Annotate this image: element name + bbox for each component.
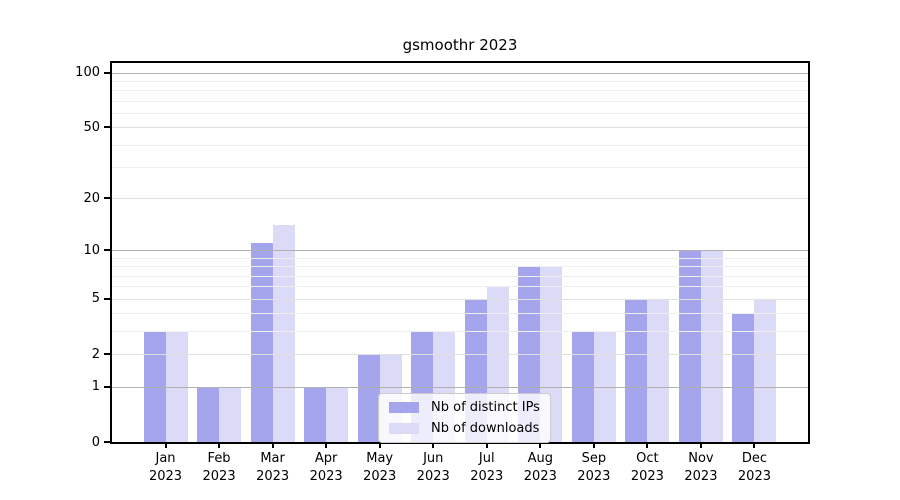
x-tick-label: Aug 2023 xyxy=(508,450,572,486)
x-tick-month: Jun xyxy=(423,451,444,466)
minor-gridline xyxy=(112,286,808,288)
gridlines-layer xyxy=(112,63,808,442)
minor-gridline xyxy=(112,257,808,259)
y-tick-label: 0 xyxy=(91,434,100,450)
minor-gridline xyxy=(112,275,808,277)
legend-entry-downloads: Nb of downloads xyxy=(389,421,540,436)
minor-gridline xyxy=(112,266,808,268)
x-tick-label: Jul 2023 xyxy=(455,450,519,486)
x-tick-year: 2023 xyxy=(523,469,557,484)
x-tick-label: Dec 2023 xyxy=(722,450,786,486)
bar-feb-downloads xyxy=(219,386,242,442)
bar-oct-distinct-ips xyxy=(625,298,648,442)
decade-gridline xyxy=(112,386,808,388)
x-tick-label: Jun 2023 xyxy=(401,450,465,486)
x-tick-label: Oct 2023 xyxy=(615,450,679,486)
minor-gridline xyxy=(112,81,808,83)
minor-gridline xyxy=(112,90,808,92)
bar-apr-distinct-ips xyxy=(304,386,327,442)
x-tick-month: Aug xyxy=(527,451,553,466)
bar-dec-distinct-ips xyxy=(732,313,755,442)
chart-title: gsmoothr 2023 xyxy=(402,36,518,54)
y-tick-label: 10 xyxy=(83,242,100,258)
minor-gridline xyxy=(112,113,808,115)
bar-nov-downloads xyxy=(700,250,723,442)
bar-dec-downloads xyxy=(754,298,777,442)
x-tick-month: Apr xyxy=(314,451,338,466)
bar-mar-distinct-ips xyxy=(250,243,273,442)
x-tick-month: Jan xyxy=(155,451,176,466)
bar-nov-distinct-ips xyxy=(678,250,701,442)
y-tick-label: 1 xyxy=(91,379,100,395)
major-gridline xyxy=(112,198,808,200)
bar-oct-downloads xyxy=(647,298,670,442)
bar-apr-downloads xyxy=(326,386,349,442)
x-tick-month: Oct xyxy=(636,451,659,466)
decade-gridline xyxy=(112,72,808,74)
bar-mar-downloads xyxy=(272,225,295,442)
x-tick-year: 2023 xyxy=(737,469,771,484)
legend: Nb of distinct IPs Nb of downloads xyxy=(378,393,551,443)
minor-gridline xyxy=(112,144,808,146)
minor-gridline xyxy=(112,313,808,315)
x-tick-year: 2023 xyxy=(309,469,343,484)
x-tick-month: May xyxy=(366,451,394,466)
major-gridline xyxy=(112,127,808,129)
x-tick-year: 2023 xyxy=(630,469,664,484)
legend-swatch-distinct-ips xyxy=(389,402,419,413)
x-tick-year: 2023 xyxy=(684,469,718,484)
x-tick-month: Jul xyxy=(478,451,495,466)
legend-entry-distinct-ips: Nb of distinct IPs xyxy=(389,400,540,415)
decade-gridline xyxy=(112,250,808,252)
x-tick-label: Feb 2023 xyxy=(187,450,251,486)
x-tick-year: 2023 xyxy=(363,469,397,484)
bar-may-distinct-ips xyxy=(357,354,380,442)
x-tick-year: 2023 xyxy=(470,469,504,484)
x-tick-label: May 2023 xyxy=(348,450,412,486)
bar-feb-distinct-ips xyxy=(197,386,220,442)
y-tick-label: 20 xyxy=(83,190,100,206)
plot-area: Nb of distinct IPs Nb of downloads xyxy=(110,61,810,444)
x-tick-year: 2023 xyxy=(416,469,450,484)
x-tick-month: Dec xyxy=(741,451,768,466)
y-tick-label: 5 xyxy=(91,291,100,307)
minor-gridline xyxy=(112,331,808,333)
x-tick-label: Jan 2023 xyxy=(134,450,198,486)
x-tick-month: Nov xyxy=(688,451,714,466)
legend-label: Nb of distinct IPs xyxy=(431,400,540,415)
x-tick-label: Sep 2023 xyxy=(562,450,626,486)
legend-label: Nb of downloads xyxy=(431,421,540,436)
x-tick-year: 2023 xyxy=(148,469,183,484)
y-tick-label: 50 xyxy=(83,119,100,135)
x-tick-label: Apr 2023 xyxy=(294,450,358,486)
major-gridline xyxy=(112,354,808,356)
legend-swatch-downloads xyxy=(389,423,419,434)
y-tick-label: 100 xyxy=(75,65,100,81)
x-tick-year: 2023 xyxy=(577,469,611,484)
x-tick-month: Mar xyxy=(260,451,285,466)
x-tick-year: 2023 xyxy=(202,469,236,484)
y-tick-label: 2 xyxy=(91,346,100,362)
major-gridline xyxy=(112,298,808,300)
minor-gridline xyxy=(112,100,808,102)
x-tick-label: Nov 2023 xyxy=(669,450,733,486)
minor-gridline xyxy=(112,167,808,169)
x-tick-month: Feb xyxy=(207,451,231,466)
x-tick-year: 2023 xyxy=(256,469,290,484)
x-tick-label: Mar 2023 xyxy=(241,450,305,486)
x-tick-month: Sep xyxy=(581,451,607,466)
